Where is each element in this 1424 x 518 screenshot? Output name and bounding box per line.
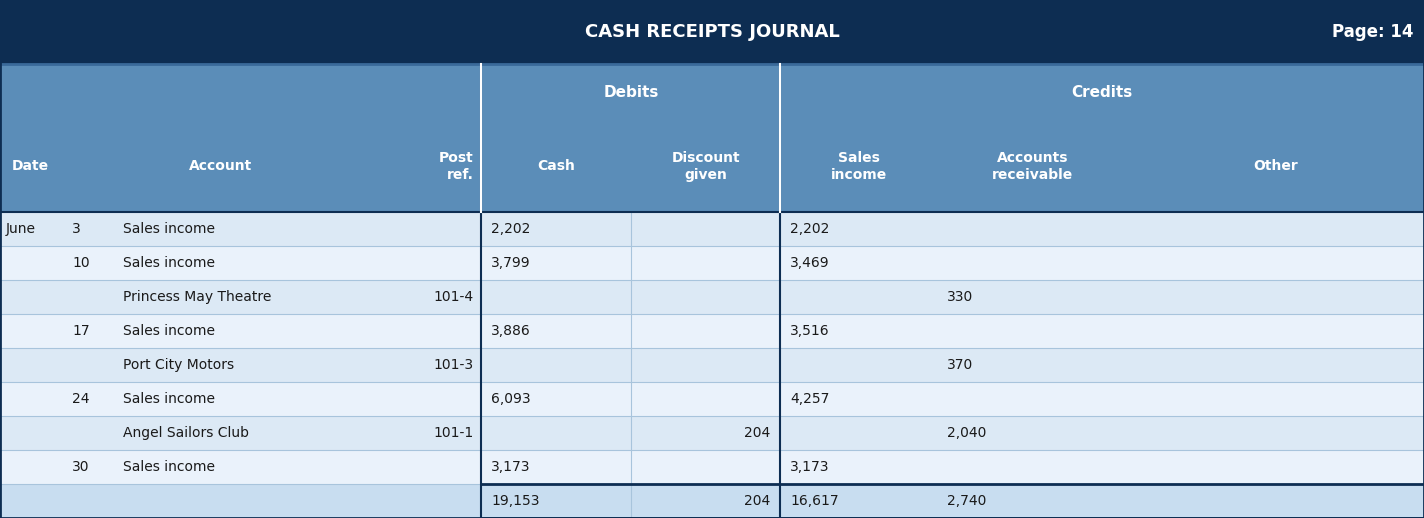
Text: Accounts
receivable: Accounts receivable — [991, 151, 1074, 182]
Text: 330: 330 — [947, 290, 973, 304]
Text: 204: 204 — [745, 494, 770, 508]
Bar — [0, 120, 1424, 212]
Text: 3,173: 3,173 — [790, 460, 830, 474]
Text: 3,173: 3,173 — [491, 460, 531, 474]
Bar — [0, 280, 1424, 314]
Text: 30: 30 — [73, 460, 90, 474]
Text: Port City Motors: Port City Motors — [122, 358, 234, 372]
Text: Sales income: Sales income — [122, 460, 215, 474]
Text: 3,799: 3,799 — [491, 256, 531, 270]
Text: 10: 10 — [73, 256, 90, 270]
Text: Date: Date — [11, 159, 48, 174]
Text: 19,153: 19,153 — [491, 494, 540, 508]
Text: Page: 14: Page: 14 — [1333, 23, 1414, 41]
Text: 16,617: 16,617 — [790, 494, 839, 508]
Text: Discount
given: Discount given — [671, 151, 740, 182]
Text: Sales income: Sales income — [122, 222, 215, 236]
Text: Account: Account — [189, 159, 252, 174]
Text: Angel Sailors Club: Angel Sailors Club — [122, 426, 249, 440]
Text: 3,469: 3,469 — [790, 256, 830, 270]
Bar — [0, 416, 1424, 450]
Bar — [0, 484, 1424, 518]
Text: Post
ref.: Post ref. — [439, 151, 473, 182]
Bar — [0, 0, 1424, 64]
Text: 204: 204 — [745, 426, 770, 440]
Text: Cash: Cash — [537, 159, 575, 174]
Text: 2,740: 2,740 — [947, 494, 987, 508]
Text: 2,202: 2,202 — [790, 222, 830, 236]
Text: June: June — [6, 222, 36, 236]
Text: CASH RECEIPTS JOURNAL: CASH RECEIPTS JOURNAL — [585, 23, 839, 41]
Text: Sales income: Sales income — [122, 324, 215, 338]
Bar — [0, 247, 1424, 280]
Text: Sales income: Sales income — [122, 392, 215, 406]
Bar — [0, 314, 1424, 348]
Text: 4,257: 4,257 — [790, 392, 830, 406]
Text: 370: 370 — [947, 358, 973, 372]
Text: 3,886: 3,886 — [491, 324, 531, 338]
Text: 24: 24 — [73, 392, 90, 406]
Bar — [0, 212, 1424, 247]
Text: Debits: Debits — [604, 85, 658, 99]
Text: 101-3: 101-3 — [433, 358, 473, 372]
Text: 101-4: 101-4 — [433, 290, 473, 304]
Bar — [0, 64, 1424, 120]
Text: 2,202: 2,202 — [491, 222, 531, 236]
Text: Sales
income: Sales income — [830, 151, 887, 182]
Text: Other: Other — [1253, 159, 1299, 174]
Bar — [0, 450, 1424, 484]
Text: 101-1: 101-1 — [433, 426, 473, 440]
Text: Credits: Credits — [1071, 85, 1134, 99]
Text: 6,093: 6,093 — [491, 392, 531, 406]
Text: Princess May Theatre: Princess May Theatre — [122, 290, 271, 304]
Bar — [0, 348, 1424, 382]
Text: 17: 17 — [73, 324, 90, 338]
Text: Sales income: Sales income — [122, 256, 215, 270]
Text: 3: 3 — [73, 222, 81, 236]
Text: 2,040: 2,040 — [947, 426, 987, 440]
Text: 3,516: 3,516 — [790, 324, 830, 338]
Bar — [0, 382, 1424, 416]
